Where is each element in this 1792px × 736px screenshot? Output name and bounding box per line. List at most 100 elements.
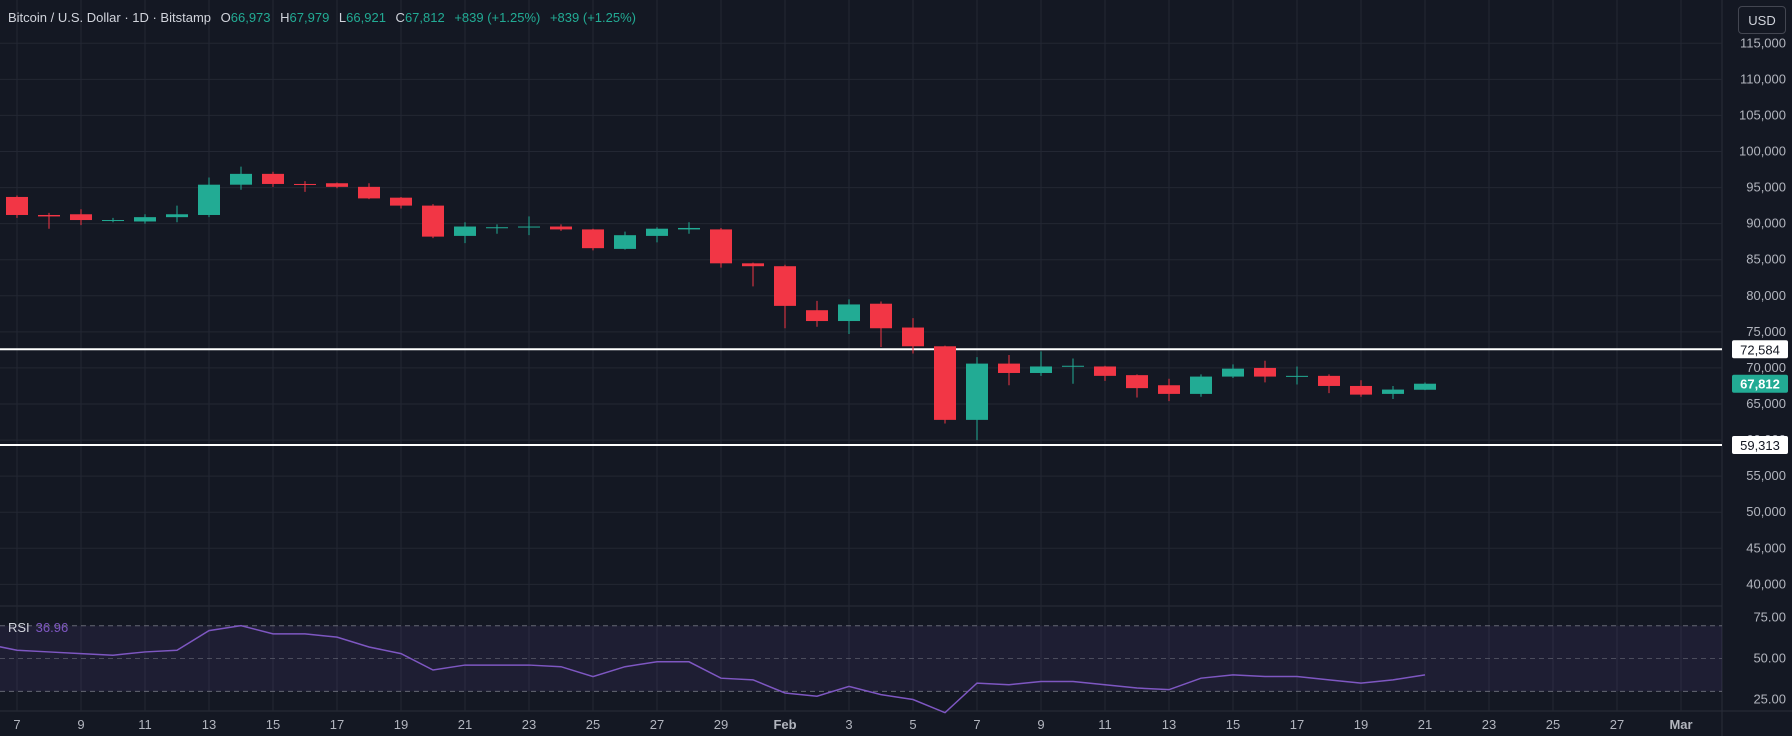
candle-body bbox=[166, 214, 188, 218]
time-tick-label: 13 bbox=[1162, 717, 1176, 732]
candle-body bbox=[454, 226, 476, 236]
candle-body bbox=[102, 220, 124, 222]
price-tick-label: 110,000 bbox=[1740, 71, 1786, 86]
price-tick-label: 80,000 bbox=[1746, 288, 1786, 303]
horizontal-line-label: 59,313 bbox=[1740, 438, 1780, 453]
time-axis[interactable]: 7 9 11 13 15 17 19 21 23 25 27 29 Feb 3 5 7 9 11 13 15 17 19 2… bbox=[13, 717, 1692, 732]
candle-body bbox=[1126, 375, 1148, 389]
close-value: 67,812 bbox=[404, 10, 445, 25]
low-label: L bbox=[338, 10, 347, 25]
horizontal-line-label-bg bbox=[1732, 340, 1788, 359]
candle-body bbox=[134, 217, 156, 222]
price-tick-label: 105,000 bbox=[1739, 107, 1786, 122]
time-tick-label: 17 bbox=[1290, 717, 1304, 732]
price-tick-label: 115,000 bbox=[1740, 35, 1786, 50]
price-tick-label: 85,000 bbox=[1746, 252, 1786, 267]
candle-body bbox=[6, 196, 28, 215]
candle-body bbox=[1286, 375, 1308, 377]
open-value: 66,973 bbox=[230, 10, 271, 25]
time-tick-label: 7 bbox=[13, 717, 20, 732]
candle-body bbox=[1094, 366, 1116, 376]
time-tick-label: 11 bbox=[1098, 717, 1112, 732]
time-tick-label: 17 bbox=[330, 717, 344, 732]
price-tick-label: 40,000 bbox=[1746, 576, 1786, 591]
rsi-axis[interactable]: 25.00 50.00 75.00 bbox=[1753, 609, 1786, 706]
candle-body bbox=[902, 327, 924, 347]
price-tick-label: 95,000 bbox=[1746, 180, 1786, 195]
time-tick-label: 25 bbox=[1546, 717, 1560, 732]
rsi-tick-label: 25.00 bbox=[1753, 692, 1786, 707]
candle-body bbox=[1350, 385, 1372, 395]
rsi-tick-label: 75.00 bbox=[1753, 609, 1786, 624]
candle-body bbox=[646, 228, 668, 236]
rsi-legend: RSI 36.96 bbox=[8, 620, 68, 635]
candle-body bbox=[294, 183, 316, 185]
candle-body bbox=[614, 235, 636, 249]
candle-body bbox=[358, 186, 380, 199]
candle-body bbox=[262, 173, 284, 184]
price-labels: 72,584 59,313 67,812 bbox=[1732, 340, 1788, 455]
time-tick-label: 15 bbox=[1226, 717, 1240, 732]
time-tick-label: 5 bbox=[909, 717, 916, 732]
candle-body bbox=[1190, 376, 1212, 394]
close-label: C bbox=[395, 10, 405, 25]
symbol-legend: Bitcoin / U.S. Dollar · 1D · Bitstamp O6… bbox=[8, 10, 636, 25]
rsi-band-fill bbox=[0, 625, 1722, 692]
time-tick-label: Mar bbox=[1669, 717, 1692, 732]
time-tick-label: 9 bbox=[77, 717, 84, 732]
time-tick-label: 9 bbox=[1037, 717, 1044, 732]
candle-body bbox=[1222, 368, 1244, 377]
candle-body bbox=[1382, 389, 1404, 394]
change-value: +839 (+1.25%) bbox=[454, 10, 541, 25]
candle-body bbox=[870, 303, 892, 329]
time-tick-label: 23 bbox=[1482, 717, 1496, 732]
candle-body bbox=[1414, 383, 1436, 390]
time-tick-label: 3 bbox=[845, 717, 852, 732]
candle-body bbox=[550, 226, 572, 230]
horizontal-line-label: 72,584 bbox=[1740, 342, 1780, 357]
candle-body bbox=[710, 229, 732, 264]
candle-body bbox=[1254, 367, 1276, 377]
candlesticks bbox=[6, 166, 1436, 441]
candle-body bbox=[678, 227, 700, 230]
time-tick-label: 21 bbox=[458, 717, 472, 732]
price-tick-label: 100,000 bbox=[1739, 144, 1786, 159]
currency-button[interactable]: USD bbox=[1738, 6, 1786, 34]
candle-body bbox=[486, 227, 508, 229]
time-tick-label: 19 bbox=[1354, 717, 1368, 732]
candle-body bbox=[774, 266, 796, 306]
candle-body bbox=[1158, 385, 1180, 394]
high-value: 67,979 bbox=[289, 10, 330, 25]
horizontal-line-label-bg bbox=[1732, 436, 1788, 455]
candle-body bbox=[1318, 375, 1340, 386]
candle-body bbox=[582, 229, 604, 249]
price-tick-label: 45,000 bbox=[1746, 540, 1786, 555]
rsi-name: RSI bbox=[8, 620, 30, 635]
candle-body bbox=[70, 214, 92, 221]
candle-body bbox=[518, 226, 540, 228]
price-axis[interactable]: 40,00045,00050,00055,00060,00065,00070,0… bbox=[1739, 35, 1786, 591]
rsi-polyline bbox=[0, 624, 1426, 714]
last-price-label-bg bbox=[1732, 374, 1788, 393]
time-tick-label: 27 bbox=[650, 717, 664, 732]
price-tick-label: 90,000 bbox=[1746, 216, 1786, 231]
open-label: O bbox=[220, 10, 231, 25]
low-value: 66,921 bbox=[346, 10, 386, 25]
candle-body bbox=[966, 363, 988, 420]
time-tick-label: Feb bbox=[773, 717, 796, 732]
candle-body bbox=[326, 183, 348, 187]
change-value-secondary: +839 (+1.25%) bbox=[549, 10, 636, 25]
price-tick-label: 65,000 bbox=[1746, 396, 1786, 411]
price-tick-label: 75,000 bbox=[1746, 324, 1786, 339]
time-tick-label: 27 bbox=[1610, 717, 1624, 732]
candle-body bbox=[934, 346, 956, 420]
last-price-label: 67,812 bbox=[1740, 377, 1780, 392]
time-tick-label: 15 bbox=[266, 717, 280, 732]
rsi-value: 36.96 bbox=[35, 620, 69, 635]
candle-body bbox=[1030, 366, 1052, 373]
horizontal-lines[interactable] bbox=[0, 348, 1722, 447]
price-tick-label: 55,000 bbox=[1746, 468, 1786, 483]
candle-body bbox=[38, 214, 60, 217]
